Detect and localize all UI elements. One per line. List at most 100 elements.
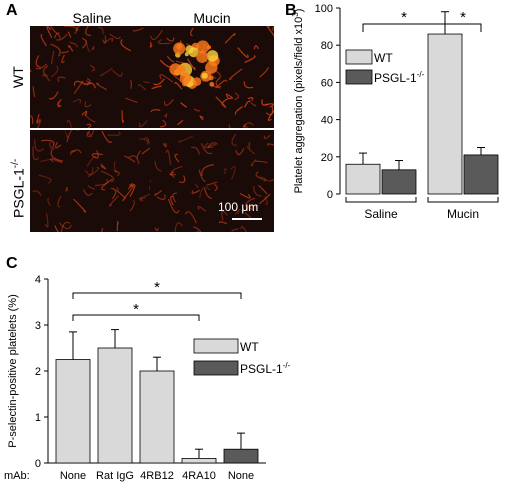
tissue-strand [231,133,238,147]
tissue-strand [174,81,183,90]
x-tick-label: 4RB12 [140,470,174,482]
tissue-strand [86,155,97,167]
scale-bar-label: 100 μm [218,200,259,214]
aggregate-spot [184,52,189,57]
micrograph-wt-mucin-texture [150,26,274,128]
tissue-strand [164,113,168,118]
significance-star: * [460,9,466,26]
row-label-psgl-text: PSGL-1 [10,168,27,218]
tissue-strand [101,130,113,143]
aggregate-spot [196,50,209,63]
aggregate-spot [205,61,218,74]
tissue-strand [61,50,69,54]
tissue-strand [100,67,113,77]
y-tick-label: 40 [321,115,333,127]
tissue-strand [73,80,87,86]
aggregate-spot [201,72,208,79]
tissue-strand [173,74,182,83]
tissue-strand [167,198,180,214]
tissue-strand [46,26,53,39]
bar-rat-igg [97,347,133,464]
tissue-strand [244,55,256,64]
tissue-strand [32,190,42,197]
tissue-strand [150,29,163,41]
tissue-strand [35,55,41,68]
bar-psgl-saline [381,169,417,195]
tissue-strand [244,100,251,108]
tissue-strand [264,196,268,205]
legend-label-wt: WT [240,340,259,354]
significance-star: * [401,9,407,26]
tissue-strand [162,142,167,148]
y-tick-label: 0 [327,189,333,201]
x-axis-prefix: mAb: [4,470,30,482]
tissue-strand [234,106,243,115]
y-tick-label: 80 [321,40,333,52]
tissue-strand [206,181,218,186]
tissue-strand [42,74,51,82]
tissue-strand [240,226,248,232]
y-axis-label: Platelet aggregation (pixels/field x103) [291,9,305,194]
tissue-strand [191,189,201,194]
tissue-strand [231,228,239,232]
column-label-saline: Saline [72,10,112,26]
micrograph-background [150,130,274,232]
tissue-strand [95,82,108,91]
tissue-strand [159,74,174,83]
legend-label-sup: -/- [417,70,425,79]
tissue-strand [259,176,267,183]
tissue-strand [112,69,123,77]
aggregate-spot [192,77,202,86]
tissue-strand [139,192,152,202]
micrograph-psgl-mucin-texture [150,130,274,232]
tissue-strand [255,160,268,164]
legend-swatch-wt [345,49,373,65]
tissue-strand [250,159,257,167]
bar-4ra10 [181,457,217,464]
tissue-strand [104,37,114,43]
bar-4rb12 [139,370,175,464]
tissue-strand [150,41,152,47]
panel-b-letter: B [285,2,297,19]
tissue-strand [178,135,194,143]
tissue-strand [32,86,36,98]
tissue-strand [113,170,120,177]
tissue-strand [55,33,68,41]
tissue-strand [88,184,96,190]
tissue-strand [150,109,161,113]
y-tick-label: 3 [35,320,41,332]
tissue-strand [83,78,91,86]
micrograph-wt-saline [30,26,154,128]
tissue-strand [229,68,243,80]
tissue-strand [267,26,271,28]
aggregate-spot [188,47,199,58]
tissue-strand [66,130,79,143]
bar-wt-mucin [427,33,463,195]
bar-none [55,359,91,464]
tissue-strand [234,92,240,101]
tissue-strand [159,119,167,128]
tissue-strand [180,102,188,108]
significance-bracket [444,23,482,32]
tissue-strand [102,35,107,44]
aggregate-spot [181,80,188,87]
y-tick-label: 20 [321,152,333,164]
tissue-strand [100,163,107,170]
tissue-strand [170,195,174,206]
tissue-strand [225,93,233,99]
significance-bracket [72,292,242,299]
row-label-psgl: PSGL-1-/- [10,159,27,218]
chart-c: 0 1 2 3 4 P-selectin-positive platelets (%) No… [4,274,291,482]
tissue-strand [61,54,65,64]
group-bracket [427,197,499,203]
tissue-strand [253,45,259,50]
tissue-strand [50,26,60,34]
tissue-strand [136,150,141,159]
y-axis-label-main: Platelet aggregation (pixels/field x10 [293,17,305,194]
tissue-strand [242,122,254,128]
tissue-strand [154,160,163,172]
tissue-strand [157,39,171,45]
tissue-strand [70,150,76,155]
tissue-strand [69,41,78,48]
tissue-strand [125,97,138,104]
